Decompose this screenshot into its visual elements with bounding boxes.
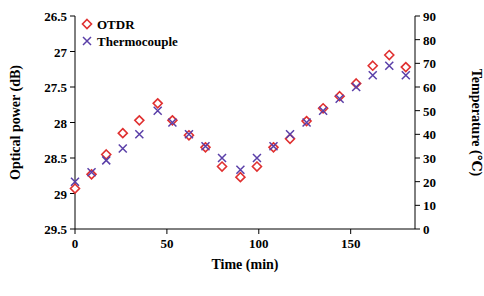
- point: [336, 95, 344, 103]
- point: [168, 119, 176, 127]
- point: [253, 154, 261, 162]
- y-tick-label: 28.5: [44, 151, 67, 166]
- x-tick-label: 150: [341, 236, 361, 251]
- y2-tick-label: 60: [423, 80, 436, 95]
- point: [71, 178, 79, 186]
- y2-tick-label: 20: [423, 175, 436, 190]
- legend-marker: [83, 37, 91, 45]
- y2-tick: [415, 158, 420, 159]
- point: [201, 143, 210, 152]
- y2-tick: [415, 110, 420, 111]
- y-tick: [70, 16, 75, 17]
- point: [135, 116, 144, 125]
- series-1: [71, 62, 410, 186]
- point: [402, 71, 410, 79]
- point: [319, 107, 327, 115]
- y2-tick-label: 10: [423, 198, 436, 213]
- y-tick: [70, 229, 75, 230]
- series-0: [71, 51, 411, 193]
- point: [368, 61, 377, 70]
- chart: 0 50 100 150 26.5 27 27.5 28 28.5 29 29.5 0 10 20 30 40…: [0, 0, 484, 296]
- legend-marker: [83, 20, 92, 29]
- point: [302, 117, 311, 126]
- y-tick: [70, 87, 75, 88]
- y2-tick-label: 90: [423, 9, 436, 24]
- y-tick: [70, 158, 75, 159]
- y2-tick: [415, 205, 420, 206]
- y2-tick: [415, 39, 420, 40]
- x-tick: [75, 229, 76, 234]
- plot-area: [71, 51, 411, 193]
- point: [369, 71, 377, 79]
- y-tick-label: 28: [54, 116, 68, 131]
- point: [218, 162, 227, 171]
- x-tick: [258, 229, 259, 234]
- y2-tick: [415, 87, 420, 88]
- y2-tick: [415, 16, 420, 17]
- y2-tick-label: 70: [423, 56, 436, 71]
- x-axis-title: Time (min): [211, 257, 278, 273]
- point: [185, 130, 193, 138]
- y2-tick: [415, 63, 420, 64]
- y2-axis: [415, 16, 416, 229]
- point: [286, 130, 294, 138]
- y-tick: [70, 51, 75, 52]
- y2-tick-label: 50: [423, 104, 436, 119]
- point: [286, 134, 295, 143]
- point: [269, 143, 278, 152]
- y-tick-label: 29: [54, 187, 68, 202]
- y2-tick-label: 80: [423, 33, 436, 48]
- x-axis: [75, 229, 415, 230]
- point: [236, 166, 244, 174]
- x-tick-label: 100: [249, 236, 269, 251]
- y-tick-label: 27.5: [44, 80, 67, 95]
- y2-tick: [415, 134, 420, 135]
- legend-label: OTDR: [97, 17, 135, 32]
- y2-axis-title: Temperature (℃): [468, 69, 484, 177]
- point: [303, 119, 311, 127]
- point: [252, 162, 261, 171]
- point: [352, 83, 360, 91]
- point: [201, 142, 209, 150]
- y2-tick: [415, 181, 420, 182]
- x-tick-label: 50: [160, 236, 173, 251]
- x-tick: [350, 229, 351, 234]
- point: [401, 63, 410, 72]
- point: [385, 51, 394, 60]
- point: [154, 107, 162, 115]
- y2-tick: [415, 229, 420, 230]
- x-tick: [166, 229, 167, 234]
- y-tick: [70, 122, 75, 123]
- point: [269, 142, 277, 150]
- point: [119, 145, 127, 153]
- point: [88, 168, 96, 176]
- y-tick-label: 27: [54, 45, 68, 60]
- y-tick-label: 29.5: [44, 222, 67, 237]
- point: [218, 154, 226, 162]
- point: [184, 131, 193, 140]
- y-axis-title: Optical power (dB): [8, 65, 24, 180]
- point: [135, 130, 143, 138]
- point: [385, 62, 393, 70]
- point: [118, 129, 127, 138]
- legend-label: Thermocouple: [97, 34, 178, 49]
- y2-tick-label: 30: [423, 151, 436, 166]
- y2-tick-label: 0: [423, 222, 430, 237]
- legend: OTDR Thermocouple: [83, 17, 179, 49]
- x-tick-label: 0: [72, 236, 79, 251]
- point: [102, 156, 110, 164]
- y-tick-label: 26.5: [44, 9, 67, 24]
- y2-tick-label: 40: [423, 127, 436, 142]
